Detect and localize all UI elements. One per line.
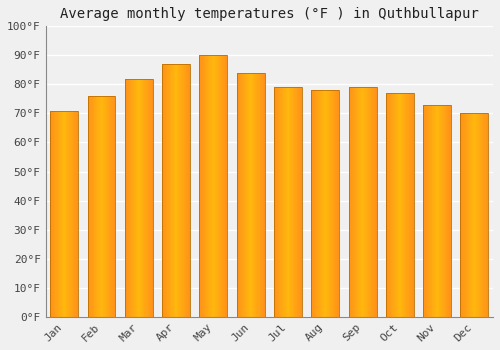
Bar (200, 55, 228, 317)
Bar (125, 78, 153, 317)
Bar (386, 93, 414, 317)
Bar (274, 87, 302, 317)
Bar (348, 87, 376, 317)
Bar (460, 113, 488, 317)
Bar (312, 90, 339, 317)
Bar (423, 105, 451, 317)
Bar (50, 111, 78, 317)
Bar (162, 64, 190, 317)
Bar (236, 73, 264, 317)
Bar (88, 96, 116, 317)
Title: Average monthly temperatures (°F ) in Quthbullapur: Average monthly temperatures (°F ) in Qu… (60, 7, 478, 21)
